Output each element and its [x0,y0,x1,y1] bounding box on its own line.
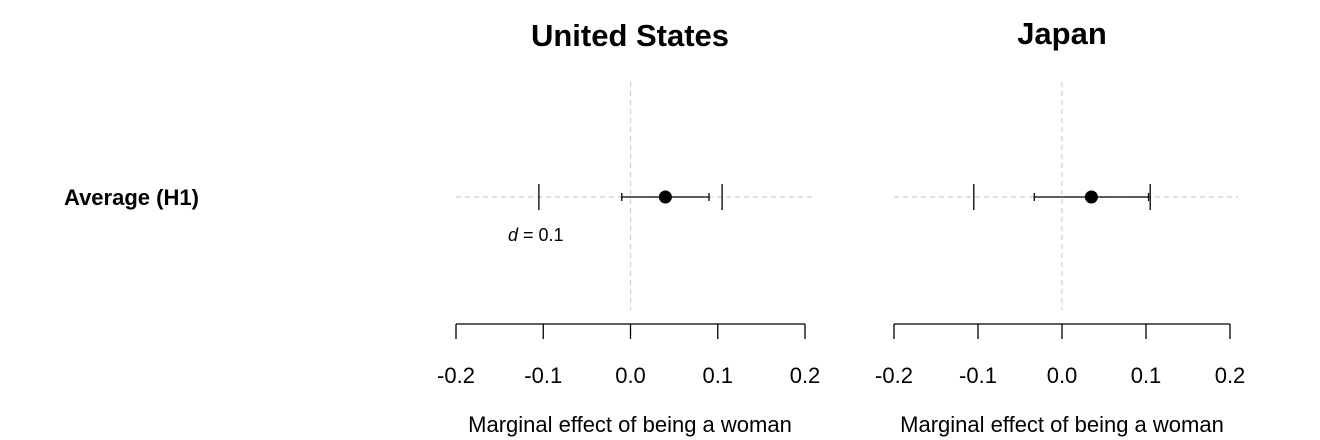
x-tick-label: 0.2 [1215,363,1246,388]
x-axis-label: Marginal effect of being a woman [468,412,792,437]
panel-title: Japan [1017,16,1107,51]
effect-size-symbol: d [508,225,519,245]
effect-size-value: = 0.1 [518,225,564,245]
panel-title: United States [531,18,729,53]
x-axis-label: Marginal effect of being a woman [900,412,1224,437]
x-tick-label: 0.0 [1047,363,1078,388]
x-tick-label: 0.1 [1131,363,1162,388]
x-tick-label: 0.1 [702,363,733,388]
row-label-average-h1: Average (H1) [64,185,199,210]
panel-united-states: United States -0.2 -0.1 0.0 0.1 0.2 d = 0.1 … [437,18,820,437]
x-tick-label: -0.2 [437,363,475,388]
x-tick-label: -0.1 [524,363,562,388]
panel-body: -0.2 -0.1 0.0 0.1 0.2 [875,82,1245,388]
x-tick-label: -0.2 [875,363,913,388]
effect-size-annotation: d = 0.1 [508,225,564,245]
panel-body: -0.2 -0.1 0.0 0.1 0.2 [437,82,820,388]
point-estimate [1084,190,1098,204]
x-tick-label: 0.2 [790,363,821,388]
x-tick-label: 0.0 [615,363,646,388]
point-estimate [658,190,672,204]
x-tick-label: -0.1 [959,363,997,388]
panel-japan: Japan -0.2 -0.1 0.0 0.1 0.2 Marginal effect … [875,16,1245,437]
